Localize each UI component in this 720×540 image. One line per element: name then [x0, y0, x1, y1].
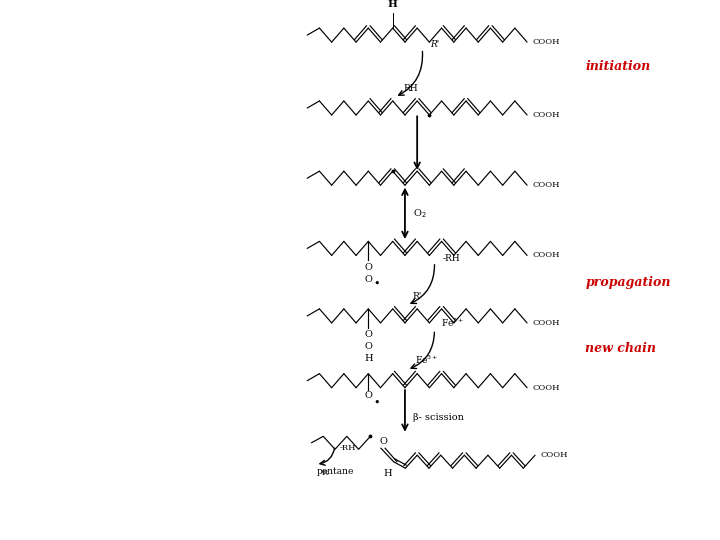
Text: the chain reaction. Fatty acid: the chain reaction. Fatty acid	[12, 217, 182, 227]
Text: COOH: COOH	[532, 38, 559, 46]
Text: further attack compounds: further attack compounds	[12, 417, 163, 427]
FancyArrowPatch shape	[399, 51, 423, 95]
Text: COOH: COOH	[540, 451, 567, 459]
Text: lipofuscin-like pigments, LFP.: lipofuscin-like pigments, LFP.	[12, 503, 181, 513]
FancyArrowPatch shape	[320, 448, 335, 465]
Text: H: H	[383, 469, 392, 478]
Text: H: H	[364, 354, 373, 363]
Text: O: O	[379, 436, 387, 446]
Text: O: O	[364, 392, 372, 401]
Text: R: R	[322, 469, 328, 477]
Text: PUFA.Radical of fatty acid is: PUFA.Radical of fatty acid is	[12, 73, 177, 84]
Text: COOH: COOH	[532, 319, 559, 327]
Text: The main target of free radical: The main target of free radical	[12, 16, 191, 26]
Text: H: H	[388, 0, 397, 9]
Text: COOH: COOH	[532, 384, 559, 392]
Text: new chain: new chain	[585, 342, 656, 355]
FancyArrowPatch shape	[411, 332, 434, 368]
Text: •: •	[374, 279, 380, 289]
Text: COOH: COOH	[532, 181, 559, 189]
Text: -RH: -RH	[443, 254, 461, 262]
Text: that reacts with oxygen to give: that reacts with oxygen to give	[12, 131, 192, 141]
Text: O: O	[364, 275, 372, 284]
Text: RH: RH	[403, 84, 418, 93]
Text: R': R'	[431, 40, 440, 49]
Text: propagation: propagation	[585, 275, 671, 289]
Text: (pentane in the case of n-6,: (pentane in the case of n-6,	[12, 331, 171, 342]
Text: Fe$^{3+}$: Fe$^{3+}$	[415, 353, 439, 366]
Text: with another PUFA and triggers: with another PUFA and triggers	[12, 188, 197, 198]
Text: ses. The products are alkans: ses. The products are alkans	[12, 302, 178, 313]
Text: transformed to cojugated diene: transformed to cojugated diene	[12, 102, 194, 112]
Text: R': R'	[413, 292, 422, 301]
Text: -RH: -RH	[339, 444, 356, 452]
Text: Fe$^{2+}$: Fe$^{2+}$	[441, 316, 464, 328]
Text: respective aldehyde. Aldehydes: respective aldehyde. Aldehydes	[12, 388, 194, 399]
Text: β- scission: β- scission	[413, 413, 464, 422]
Text: attack on membranes are: attack on membranes are	[12, 45, 161, 55]
Text: O$_2$: O$_2$	[413, 207, 427, 220]
Text: COOH: COOH	[532, 111, 559, 119]
Text: •: •	[374, 397, 380, 408]
Text: initiation: initiation	[585, 59, 650, 73]
Text: presence of iron ions decompo-: presence of iron ions decompo-	[12, 274, 194, 284]
Text: peroxy- derivative. This reacts: peroxy- derivative. This reacts	[12, 159, 188, 170]
Text: peroxide is unstable and in the: peroxide is unstable and in the	[12, 245, 191, 255]
Text: COOH: COOH	[532, 252, 559, 259]
Text: ethanfrom n-3 PUFA) and the: ethanfrom n-3 PUFA) and the	[12, 360, 182, 370]
Text: O: O	[364, 330, 372, 340]
Text: pentane: pentane	[316, 467, 354, 476]
Text: O: O	[364, 342, 372, 352]
Text: containing primary amino-: containing primary amino-	[12, 446, 166, 456]
Text: O: O	[364, 263, 372, 272]
FancyArrowPatch shape	[411, 265, 434, 303]
Text: group to form the so called: group to form the so called	[12, 474, 169, 484]
